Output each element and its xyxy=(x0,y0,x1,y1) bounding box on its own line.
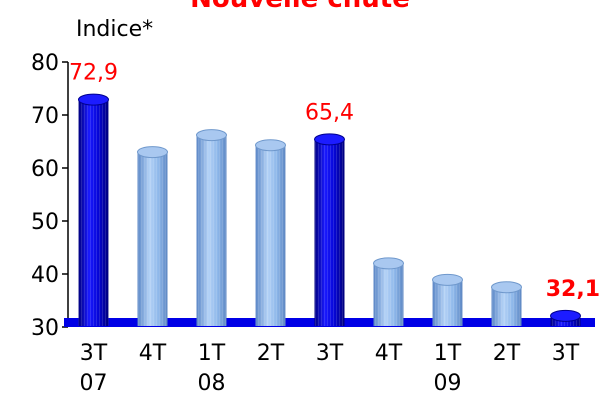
bar xyxy=(314,133,345,326)
y-tick-label: 40 xyxy=(31,263,59,288)
bar xyxy=(196,129,227,326)
data-labels-group: 72,9 65,4 32,1 xyxy=(69,61,600,302)
x-tick-quarter: 3T xyxy=(316,341,344,366)
y-tick-label: 30 xyxy=(31,316,59,341)
y-axis: 30 40 50 60 70 80 xyxy=(31,51,69,341)
bar xyxy=(491,281,522,326)
chart-title: Nouvelle chute xyxy=(190,0,410,14)
x-tick-quarter: 3T xyxy=(80,341,108,366)
bars-group xyxy=(64,93,595,327)
y-axis-label: Indice* xyxy=(76,17,153,42)
x-tick-quarter: 1T xyxy=(434,341,462,366)
bar xyxy=(550,309,581,326)
data-label: 32,1 xyxy=(546,277,600,302)
bar xyxy=(373,257,404,326)
y-tick-label: 70 xyxy=(31,104,59,129)
bar xyxy=(255,139,286,326)
data-label: 65,4 xyxy=(305,100,354,125)
x-tick-quarter: 2T xyxy=(257,341,285,366)
x-tick-year: 07 xyxy=(80,371,108,396)
y-tick-label: 60 xyxy=(31,157,59,182)
y-tick-label: 80 xyxy=(31,51,59,76)
x-tick-labels: 3T 07 4T 1T 08 2T 3T 4T 1T 09 2T 3T xyxy=(80,341,580,396)
bar xyxy=(78,93,109,326)
x-tick-quarter: 2T xyxy=(493,341,521,366)
x-tick-quarter: 3T xyxy=(552,341,580,366)
x-tick-quarter: 1T xyxy=(198,341,226,366)
x-tick-year: 09 xyxy=(434,371,462,396)
x-tick-year: 08 xyxy=(198,371,226,396)
x-tick-quarter: 4T xyxy=(139,341,167,366)
y-tick-label: 50 xyxy=(31,210,59,235)
bar xyxy=(137,146,168,326)
bar xyxy=(432,273,463,326)
data-label: 72,9 xyxy=(69,61,118,86)
x-tick-quarter: 4T xyxy=(375,341,403,366)
